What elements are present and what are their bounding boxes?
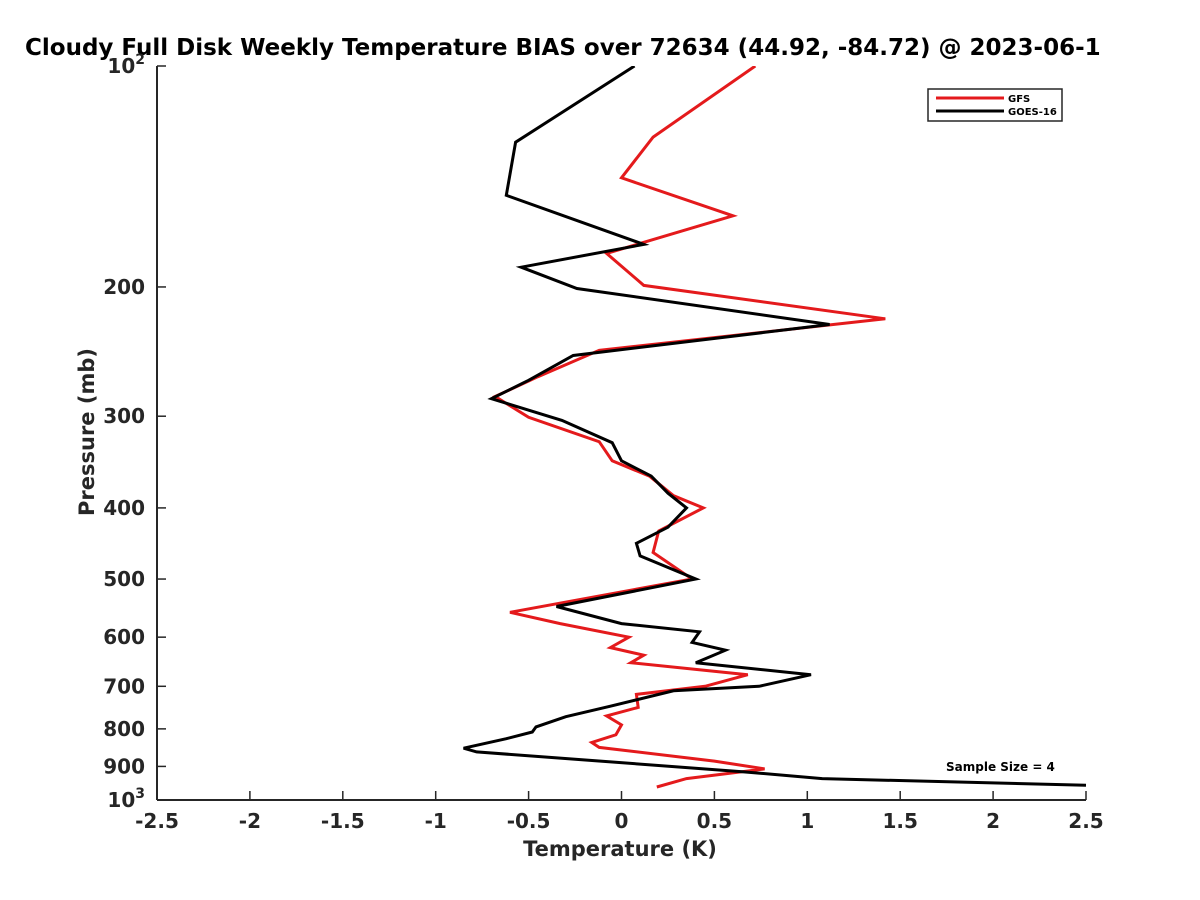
y-axis-ticks: 102 200 300 400 500 600 700 800 900 103 <box>103 52 166 812</box>
legend-box <box>927 88 1063 122</box>
series-line-gfs <box>492 66 886 789</box>
x-axis-label: Temperature (K) <box>523 837 717 861</box>
y-tick-label: 103 <box>107 786 145 812</box>
y-tick-label: 600 <box>103 625 145 649</box>
x-tick-label: -1.5 <box>321 809 365 833</box>
x-tick-label: 2.5 <box>1068 809 1103 833</box>
x-tick-label: 0.5 <box>697 809 732 833</box>
y-tick-label: 900 <box>103 754 145 778</box>
x-tick-label: -1 <box>425 809 447 833</box>
x-tick-label: -2 <box>239 809 261 833</box>
y-tick-label: 700 <box>103 674 145 698</box>
series-line-goes-16 <box>463 66 1086 787</box>
y-tick-label: 500 <box>103 567 145 591</box>
y-tick-label: 102 <box>107 52 145 78</box>
sample-size-annotation: Sample Size = 4 <box>946 760 1055 774</box>
x-tick-label: 0 <box>615 809 629 833</box>
series-layer <box>463 66 1086 789</box>
y-axis-label: Pressure (mb) <box>75 348 99 516</box>
x-tick-label: 2 <box>986 809 1000 833</box>
x-tick-label: 1 <box>800 809 814 833</box>
x-axis-ticks: -2.5 -2 -1.5 -1 -0.5 0 0.5 1 1.5 2 2.5 <box>135 791 1104 833</box>
y-tick-label: 400 <box>103 496 145 520</box>
y-tick-label: 300 <box>103 404 145 428</box>
x-tick-label: -0.5 <box>507 809 551 833</box>
legend-entry: GOES-16 <box>1008 107 1057 118</box>
legend-entry: GFS <box>1008 94 1030 105</box>
legend: GFS GOES-16 <box>927 88 1063 122</box>
chart-title: Cloudy Full Disk Weekly Temperature BIAS… <box>25 35 1101 61</box>
y-tick-label: 800 <box>103 717 145 741</box>
x-tick-label: 1.5 <box>882 809 917 833</box>
x-tick-label: -2.5 <box>135 809 179 833</box>
y-tick-label: 200 <box>103 275 145 299</box>
